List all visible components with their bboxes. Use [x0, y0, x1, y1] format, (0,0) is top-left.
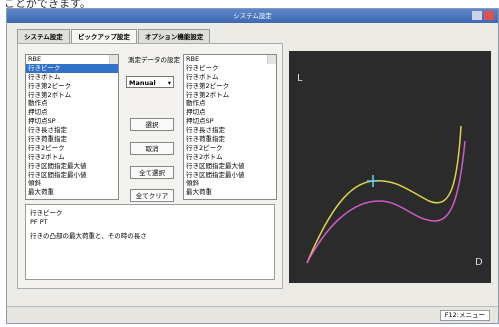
scrollbar[interactable]: [267, 55, 276, 64]
caption: ことができます。: [4, 0, 91, 10]
list-item[interactable]: 行き第2ボトム: [28, 90, 72, 99]
button[interactable]: 選択: [130, 118, 174, 131]
list-item[interactable]: 押切点: [186, 108, 206, 117]
tab[interactable]: ピックアップ設定: [70, 29, 137, 43]
list-item[interactable]: 傾斜: [28, 179, 41, 188]
list-item[interactable]: 行き荷重指定: [28, 135, 67, 144]
window-buttons: [469, 11, 495, 21]
list-item[interactable]: RBE: [186, 55, 200, 63]
list-item[interactable]: 行き区間指定最大値: [186, 161, 245, 170]
list-item[interactable]: 最大荷重: [186, 188, 212, 197]
list-item[interactable]: 押切点SP: [186, 117, 214, 126]
list-item[interactable]: 行き長さ指定: [186, 126, 225, 135]
list-item[interactable]: 傾斜: [186, 179, 199, 188]
list-item[interactable]: 行き区間指定最小値: [28, 170, 87, 179]
window: システム設定 システム設定 ピックアップ設定 オプション機能設定 RBE 行きピーク行…: [6, 8, 499, 324]
left-list: RBE 行きピーク 行きボトム 行き第2ピーク 行き第2ボトム 動作点 押切点 押切点SP 行き…: [25, 54, 119, 200]
dropdown[interactable]: Manual ▾: [126, 76, 174, 88]
list-item[interactable]: 行き第2ピーク: [186, 81, 230, 90]
list-item[interactable]: 行き区間指定最大値: [28, 161, 87, 170]
list-item[interactable]: 最大荷重: [28, 188, 54, 197]
list-item[interactable]: 行きボトム: [28, 72, 61, 81]
settings-label: 測定データの設定: [128, 56, 180, 64]
list-item[interactable]: 動作点: [28, 99, 48, 108]
list-item[interactable]: RBE: [28, 55, 42, 63]
list-item[interactable]: 行き長さ指定: [28, 126, 67, 135]
pickup-panel: RBE 行きピーク 行きボトム 行き第2ピーク 行き第2ボトム 動作点 押切点 押切点SP 行き…: [17, 43, 283, 289]
list-item[interactable]: 行き荷重指定: [186, 135, 225, 144]
tab[interactable]: システム設定: [17, 29, 70, 43]
menu-key[interactable]: F12:メニュー: [439, 310, 490, 321]
tabs: システム設定 ピックアップ設定 オプション機能設定: [17, 29, 211, 43]
curve-forward: [306, 125, 462, 264]
curve-return: [306, 140, 466, 264]
minimize[interactable]: [472, 11, 482, 20]
list-item[interactable]: 押切点: [28, 108, 48, 117]
status-bar: F12:メニュー: [7, 306, 498, 323]
list-item[interactable]: 動作点: [186, 99, 206, 108]
list-item[interactable]: 行きボトム: [186, 72, 219, 81]
scrollbar[interactable]: [109, 55, 118, 64]
list-item[interactable]: 行きピーク: [186, 63, 219, 72]
dropdown-value: Manual: [129, 79, 156, 87]
button[interactable]: 全て選択: [130, 166, 174, 179]
button[interactable]: 取消: [130, 142, 174, 155]
list-item[interactable]: 押切点SP: [28, 117, 56, 126]
list-item[interactable]: 行き2ボトム: [186, 152, 223, 161]
desc-name: 行きピーク: [30, 209, 63, 217]
x-label: D: [475, 257, 483, 268]
graph: L D: [289, 51, 491, 283]
list-item[interactable]: 行き第2ピーク: [28, 81, 72, 90]
list-item[interactable]: 行き2ボトム: [28, 152, 65, 161]
description: 行きピーク PF PT 行きの凸部の最大荷重と、その時の長さ: [25, 204, 275, 280]
list-item[interactable]: 行き区間指定最小値: [186, 170, 245, 179]
window-title: システム設定: [233, 12, 272, 20]
tab[interactable]: オプション機能設定: [137, 29, 211, 43]
list-item[interactable]: 行き2ピーク: [28, 143, 65, 152]
y-label: L: [297, 73, 303, 84]
desc-code: PF PT: [30, 218, 48, 226]
list-item[interactable]: 行き第2ボトム: [186, 90, 230, 99]
right-list: RBE 行きピーク 行きボトム 行き第2ピーク 行き第2ボトム 動作点 押切点 押切点SP 行き…: [183, 54, 277, 200]
close[interactable]: [484, 11, 494, 20]
desc-text: 行きの凸部の最大荷重と、その時の長さ: [30, 232, 147, 240]
button[interactable]: 全てクリア: [130, 189, 174, 202]
list-item[interactable]: 行き2ピーク: [186, 143, 223, 152]
peak-marker: [367, 175, 379, 187]
title-bar: システム設定: [7, 9, 498, 23]
list-item[interactable]: 行きピーク: [26, 63, 118, 73]
